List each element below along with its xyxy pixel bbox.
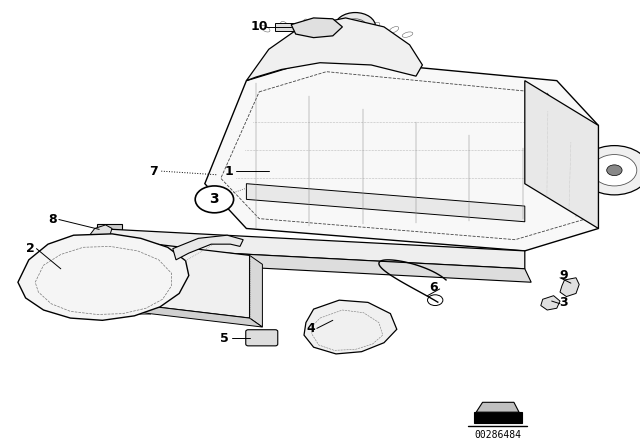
- Circle shape: [549, 165, 577, 185]
- Bar: [114, 282, 141, 293]
- Polygon shape: [246, 184, 525, 222]
- Polygon shape: [560, 278, 579, 297]
- Polygon shape: [250, 255, 262, 327]
- Circle shape: [564, 283, 575, 290]
- Circle shape: [211, 241, 218, 247]
- Text: 2: 2: [26, 242, 35, 255]
- Bar: [106, 278, 150, 296]
- FancyBboxPatch shape: [246, 330, 278, 346]
- Circle shape: [351, 24, 360, 30]
- Circle shape: [592, 155, 637, 186]
- Text: 5: 5: [220, 332, 228, 345]
- Circle shape: [557, 116, 570, 125]
- Polygon shape: [246, 18, 422, 81]
- Bar: [208, 278, 246, 296]
- Bar: [84, 279, 111, 290]
- Polygon shape: [96, 246, 531, 282]
- Bar: [106, 296, 150, 314]
- Polygon shape: [18, 234, 189, 320]
- Polygon shape: [291, 18, 342, 38]
- Circle shape: [335, 13, 376, 41]
- Text: 9: 9: [559, 269, 568, 282]
- Bar: [90, 299, 109, 308]
- Polygon shape: [205, 58, 598, 251]
- Text: 7: 7: [149, 164, 158, 178]
- Text: 4: 4: [306, 322, 315, 335]
- Bar: [157, 278, 202, 296]
- Polygon shape: [99, 237, 250, 318]
- Circle shape: [195, 186, 234, 213]
- Circle shape: [549, 142, 577, 162]
- Polygon shape: [90, 225, 112, 242]
- Circle shape: [549, 111, 577, 131]
- Polygon shape: [96, 228, 525, 269]
- Circle shape: [557, 170, 570, 179]
- Polygon shape: [99, 300, 262, 327]
- Bar: [474, 412, 522, 423]
- Polygon shape: [476, 402, 519, 412]
- Polygon shape: [304, 300, 397, 354]
- Polygon shape: [541, 296, 560, 310]
- Circle shape: [200, 243, 207, 248]
- Text: 6: 6: [429, 281, 438, 294]
- Text: 1: 1: [225, 164, 234, 178]
- Circle shape: [579, 146, 640, 195]
- Circle shape: [344, 19, 367, 35]
- Bar: [275, 23, 294, 31]
- Text: 10: 10: [250, 20, 268, 34]
- Bar: [61, 297, 81, 306]
- Bar: [208, 296, 246, 314]
- Bar: [116, 301, 136, 310]
- Bar: [97, 224, 122, 234]
- Circle shape: [607, 165, 622, 176]
- Circle shape: [428, 295, 443, 306]
- Bar: [54, 277, 81, 288]
- Polygon shape: [173, 235, 243, 260]
- Text: 8: 8: [48, 213, 57, 226]
- Text: 3: 3: [559, 296, 568, 309]
- Circle shape: [189, 245, 197, 250]
- Text: 3: 3: [209, 192, 220, 207]
- Text: 00286484: 00286484: [474, 430, 521, 439]
- Polygon shape: [525, 81, 598, 228]
- Bar: [95, 228, 101, 235]
- Circle shape: [557, 148, 570, 157]
- Bar: [157, 296, 202, 314]
